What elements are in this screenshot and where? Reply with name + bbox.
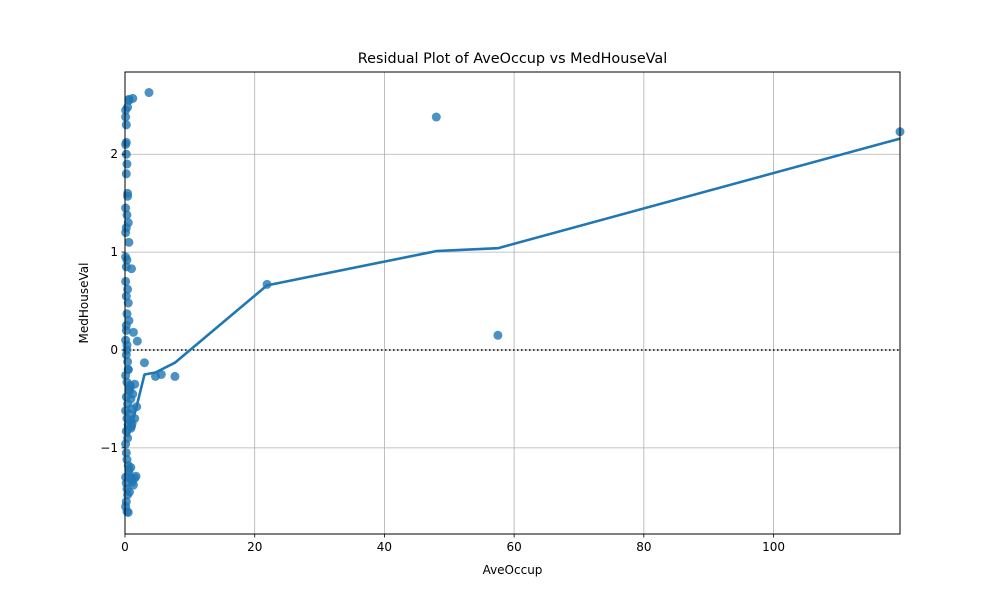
data-point xyxy=(125,472,135,482)
x-tick-label: 0 xyxy=(121,540,129,554)
data-point xyxy=(122,210,132,220)
data-point xyxy=(123,188,133,198)
data-point xyxy=(123,298,133,308)
x-tick-label: 80 xyxy=(636,540,651,554)
lowess-line-layer xyxy=(123,137,901,438)
x-tick-label: 40 xyxy=(377,540,392,554)
data-point xyxy=(144,88,154,98)
data-point xyxy=(125,487,135,497)
data-point xyxy=(122,159,132,169)
data-point xyxy=(124,237,134,247)
y-tick-label: 0 xyxy=(110,343,118,357)
data-point xyxy=(121,262,131,272)
data-point xyxy=(431,112,441,122)
chart-title: Residual Plot of AveOccup vs MedHouseVal xyxy=(358,51,667,67)
data-point xyxy=(121,149,131,159)
data-point xyxy=(121,112,131,122)
scatter-points-layer xyxy=(121,88,905,517)
data-point xyxy=(121,350,131,360)
x-axis-title: AveOccup xyxy=(483,563,543,577)
data-point xyxy=(128,389,138,399)
data-point xyxy=(121,137,131,147)
data-point xyxy=(124,95,134,105)
grid-layer xyxy=(124,72,900,534)
data-point xyxy=(126,462,136,472)
data-point xyxy=(122,340,132,350)
y-tick-label: −1 xyxy=(100,441,118,455)
x-tick-label: 60 xyxy=(506,540,521,554)
data-point xyxy=(128,327,138,337)
lowess-fit-line xyxy=(123,137,901,438)
y-axis-title: MedHouseVal xyxy=(77,263,91,344)
data-point xyxy=(123,365,133,375)
x-tick-label: 20 xyxy=(247,540,262,554)
data-point xyxy=(493,330,503,340)
data-point xyxy=(123,357,133,367)
data-point xyxy=(121,169,131,179)
data-point xyxy=(121,276,131,286)
data-point xyxy=(121,228,131,238)
data-point xyxy=(123,507,133,517)
data-point xyxy=(156,369,166,379)
data-point xyxy=(139,358,149,368)
data-point xyxy=(121,291,131,301)
data-point xyxy=(125,382,135,392)
data-point xyxy=(121,321,131,331)
axis-ticks-layer: 0 20 40 60 80 100 −1 0 1 2 xyxy=(100,147,785,554)
data-point xyxy=(121,448,131,458)
data-point xyxy=(121,439,131,449)
data-point xyxy=(125,409,135,419)
data-point xyxy=(121,203,131,213)
data-point xyxy=(170,371,180,381)
y-tick-label: 2 xyxy=(110,147,118,161)
data-point xyxy=(132,336,142,346)
y-tick-label: 1 xyxy=(110,245,118,259)
x-tick-label: 100 xyxy=(762,540,785,554)
data-point xyxy=(121,120,131,130)
plot-frame xyxy=(124,71,901,535)
